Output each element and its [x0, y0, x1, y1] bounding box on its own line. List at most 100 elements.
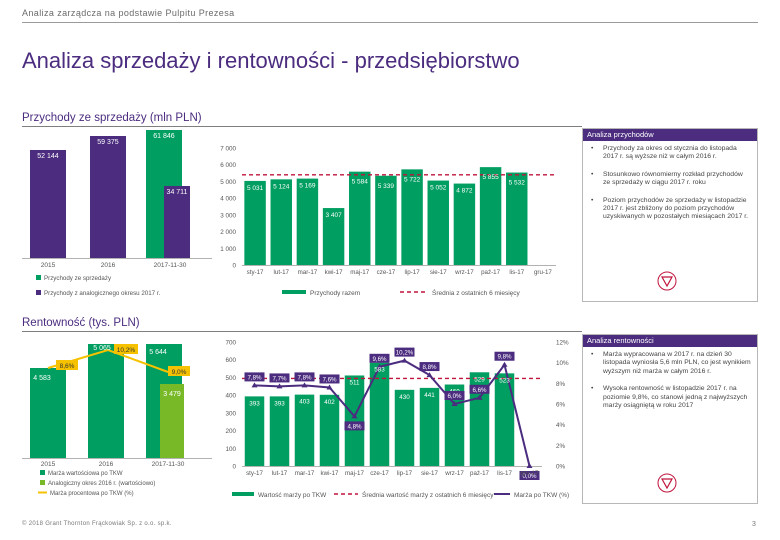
profit-monthly-pct-marker [476, 394, 483, 400]
sales-monthly-bars [244, 167, 528, 265]
profit-monthly-x-tick: lut-17 [272, 470, 288, 477]
profit-monthly-x-tick: paź-17 [470, 470, 489, 477]
profit-monthly-pct-marker [401, 357, 408, 363]
profit-value-2016: 5 065 [93, 345, 111, 352]
profit-monthly-pct-label: 7,6% [322, 376, 337, 383]
sales-monthly-value-label: 4 872 [456, 188, 473, 195]
sales-monthly-y-tick: 7 000 [220, 146, 236, 153]
profit-monthly-x-tick: lip-17 [397, 470, 413, 477]
profit-section-title: Rentowność (tys. PLN) [22, 317, 140, 329]
sales-monthly-bar [244, 180, 266, 265]
sales-monthly-y-tick: 2 000 [220, 229, 236, 236]
profit-monthly-pct-label-bg [319, 374, 340, 384]
profit-bullet: Marża wypracowana w 2017 r. na dzień 30 … [589, 351, 751, 376]
profit-monthly-y-tick-right: 8% [556, 381, 566, 388]
sales-monthly-y-tick: 3 000 [220, 212, 236, 219]
yearly-tick-2016: 2016 [101, 262, 116, 269]
sales-analysis-list: Przychody za okres od stycznia do listop… [583, 141, 757, 222]
profit-monthly-bar [244, 396, 265, 466]
profit-monthly-value-label: 529 [474, 376, 485, 383]
header-divider [22, 22, 758, 23]
profit-analysis-box: Analiza rentowności Marża wypracowana w … [582, 334, 758, 504]
yearly-value-2016: 59 375 [97, 139, 119, 146]
sales-monthly-value-label: 5 584 [352, 179, 369, 186]
profit-monthly-y-tick-right: 2% [556, 443, 566, 450]
profit-monthly-bar [419, 387, 440, 466]
sales-analysis-box: Analiza przychodów Przychody za okres od… [582, 128, 758, 302]
profit-value-2015: 4 583 [33, 375, 51, 382]
profit-monthly-pct-label: 7,8% [247, 374, 262, 381]
profit-monthly-y-tick-left: 0 [232, 464, 236, 471]
profit-monthly-pct-label-bg [419, 362, 440, 372]
profit-bullet: Wysoka rentowność w listopadzie 2017 r. … [589, 385, 751, 410]
profit-tick-2016: 2016 [99, 461, 114, 468]
profit-monthly-pct-label-bg [394, 347, 415, 357]
profit-monthly-pct-marker [251, 382, 258, 388]
sales-bullet: Stosunkowo równomierny rozkład przychodó… [589, 171, 751, 188]
profit-monthly-pct-marker [526, 463, 533, 468]
profit-monthly-x-ticks: sty-17 lut-17 mar-17 kwi-17 maj-17 cze-17 lip-… [246, 470, 539, 477]
profit-monthly-bar [319, 394, 340, 466]
sales-monthly-value-label: 3 407 [325, 212, 342, 219]
profit-monthly-x-tick: kwi-17 [321, 470, 339, 477]
sales-monthly-x-tick: gru-17 [534, 269, 552, 276]
profit-monthly-x-tick: cze-17 [370, 470, 389, 477]
profit-monthly-value-label: 583 [374, 367, 385, 374]
profit-monthly-pct-label-bg [294, 372, 315, 382]
sales-monthly-x-tick: lis-17 [509, 269, 524, 276]
profit-monthly-pct-marker [376, 363, 383, 369]
profit-monthly-pct-label: 7,7% [272, 375, 287, 382]
profit-monthly-y-tick-left: 100 [225, 446, 236, 453]
profit-monthly-pct-label: 8,8% [422, 364, 437, 371]
profit-section-divider [22, 331, 582, 332]
sales-monthly-x-tick: lut-17 [274, 269, 290, 276]
sales-monthly-value-label: 5 722 [404, 176, 421, 183]
profit-monthly-pct-marker [451, 401, 458, 406]
sales-monthly-y-tick: 6 000 [220, 162, 236, 169]
profit-pct-label-2017-bg [168, 366, 190, 376]
yearly-value-2015: 52 144 [37, 153, 59, 160]
profit-value-2017: 5 644 [149, 349, 167, 356]
yearly-tick-2015: 2015 [41, 262, 56, 269]
profit-analysis-title: Analiza rentowności [583, 335, 757, 347]
profit-monthly-bar [269, 396, 290, 466]
profit-value-2017-prev: 3 479 [163, 391, 181, 398]
profit-monthly-value-label: 511 [349, 379, 360, 386]
profit-monthly-bar [344, 375, 365, 466]
profit-monthly-pct-label-bg [269, 373, 290, 383]
sales-monthly-x-tick: mar-17 [298, 269, 318, 276]
legend-label-profit-pct: Marża procentowa po TKW (%) [50, 491, 134, 497]
legend-label-profit: Marża wartościowa po TKW [48, 471, 123, 477]
profit-monthly-pct-label: 4,8% [347, 423, 362, 430]
profit-tick-2015: 2015 [41, 461, 56, 468]
profit-monthly-bar [494, 373, 515, 466]
sales-monthly-bar [427, 180, 449, 265]
profit-monthly-value-label: 393 [249, 400, 260, 407]
legend-label-margin-value: Wartość marży po TKW [258, 492, 327, 499]
profit-monthly-y-tick-left: 500 [225, 375, 236, 382]
sales-monthly-value-label: 5 031 [247, 185, 264, 192]
sales-monthly-chart: 7 000 6 000 5 000 4 000 3 000 2 000 1 000 0 5 0… [220, 146, 556, 297]
sales-monthly-x-tick: sty-17 [247, 269, 264, 276]
profit-monthly-x-tick: lis-17 [497, 470, 512, 477]
legend-label-avg: Średnia z ostatnich 6 miesięcy [432, 288, 521, 297]
legend-label-sales-prev: Przychody z analogicznego okresu 2017 r. [44, 290, 161, 297]
profit-monthly-pct-label-bg [469, 384, 490, 394]
profit-monthly-pct-label: 0,0% [522, 473, 537, 480]
sales-monthly-value-label: 5 855 [482, 174, 499, 181]
profit-monthly-bar [294, 394, 315, 466]
profit-pct-label-2017: 9,0% [172, 369, 187, 376]
footer-copyright: © 2018 Grant Thornton Frąckowiak Sp. z o… [22, 521, 172, 527]
profit-monthly-pct-markers [251, 357, 533, 468]
sales-section-title: Przychody ze sprzedaży (mln PLN) [22, 112, 202, 124]
profit-monthly-bar [394, 389, 415, 466]
profit-monthly-pct-label-bg [494, 351, 515, 361]
profit-monthly-pct-label: 6,0% [447, 393, 462, 400]
legend-label-margin-pct: Marża po TKW (%) [514, 492, 569, 499]
page-title: Analiza sprzedaży i rentowności - przeds… [22, 48, 520, 73]
sales-monthly-x-tick: cze-17 [377, 269, 396, 276]
profit-monthly-x-tick: sie-17 [421, 470, 438, 477]
profit-monthly-value-label: 523 [499, 377, 510, 384]
yearly-value-2017: 61 846 [153, 133, 175, 140]
